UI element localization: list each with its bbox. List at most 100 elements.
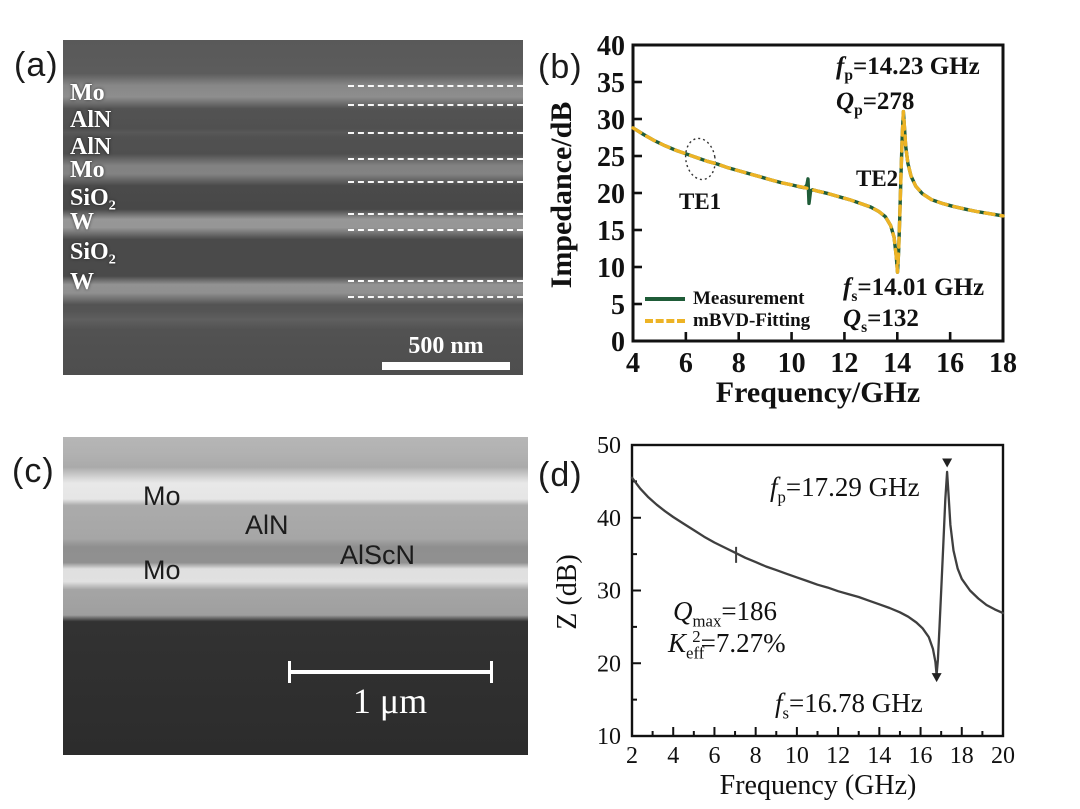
fp-symbol: f xyxy=(770,472,778,502)
fp-value: =17.29 GHz xyxy=(785,472,920,502)
x-tick-label: 8 xyxy=(750,743,762,769)
highlight-ellipse xyxy=(684,137,716,181)
x-tick-label: 12 xyxy=(826,743,850,769)
y-tick-label: 35 xyxy=(597,68,625,99)
y-tick-label: 25 xyxy=(597,142,625,173)
scale-bar-c xyxy=(288,670,493,674)
layer-boundary-dashed-line xyxy=(348,104,523,106)
layer-boundary-dashed-line xyxy=(348,296,523,298)
x-tick-label: 8 xyxy=(732,348,746,379)
x-tick-label: 4 xyxy=(626,348,640,379)
layer-label-w: W xyxy=(70,209,94,235)
panel-letter-c: (c) xyxy=(12,452,55,490)
layer-boundary-dashed-line xyxy=(348,280,523,282)
panel-letter-b: (b) xyxy=(538,48,583,86)
x-tick-label: 16 xyxy=(936,348,964,379)
x-tick-label: 14 xyxy=(883,348,911,379)
annotation-fs-b: fs=14.01 GHz xyxy=(843,274,984,306)
chart-d-yaxis-title: Z (dB) xyxy=(552,554,583,630)
legend-row-fitting: mBVD-Fitting xyxy=(645,310,810,332)
annotation-qp-b: Qp=278 xyxy=(836,88,914,120)
panel-letter-a: (a) xyxy=(14,46,59,84)
fs-subscript: s xyxy=(782,703,790,723)
x-tick-label: 16 xyxy=(909,743,933,769)
layer-label-aln: AlN xyxy=(245,510,289,540)
annotation-keff: Keff2=7.27% xyxy=(668,627,786,663)
x-tick-label: 6 xyxy=(679,348,693,379)
fs-symbol: f xyxy=(843,274,852,301)
scale-bar-c-label: 1 μm xyxy=(352,681,428,721)
annotation-qmax: Qmax=186 xyxy=(673,596,777,631)
fp-subscript: p xyxy=(844,67,853,84)
te2-label: TE2 xyxy=(856,166,899,191)
keff-symbol: K xyxy=(668,628,687,658)
y-tick-label: 20 xyxy=(597,179,625,210)
keff-superscript: 2 xyxy=(692,627,701,646)
te1-label: TE1 xyxy=(679,189,722,214)
x-tick-label: 6 xyxy=(708,743,720,769)
layer-label-aln: AlN xyxy=(70,134,112,160)
y-tick-label: 10 xyxy=(597,724,621,750)
x-tick-label: 2 xyxy=(626,743,638,769)
layer-boundary-dashed-line xyxy=(348,85,523,87)
scale-bar-c-endcap xyxy=(288,661,291,683)
layer-boundary-dashed-line xyxy=(348,181,523,183)
y-tick-label: 15 xyxy=(597,216,625,247)
qmax-symbol: Q xyxy=(673,596,693,626)
x-tick-label: 12 xyxy=(830,348,858,379)
measurement-legend-label: Measurement xyxy=(693,288,805,309)
layer-label-mo: Mo xyxy=(70,157,105,183)
fs-value: =14.01 GHz xyxy=(857,274,985,301)
triangle-down-marker xyxy=(942,458,953,468)
qs-subscript: s xyxy=(861,319,868,336)
layer-label-w: W xyxy=(70,269,94,295)
layer-label-alscn: AlScN xyxy=(340,540,416,570)
x-tick-label: 18 xyxy=(989,348,1017,379)
sem-image-a xyxy=(63,40,523,375)
qp-subscript: p xyxy=(854,102,863,119)
y-tick-label: 40 xyxy=(597,506,621,532)
layer-label-sio: SiO₂ xyxy=(70,239,116,265)
x-tick-label: 14 xyxy=(867,743,891,769)
qp-value: =278 xyxy=(862,88,915,115)
x-tick-label: 20 xyxy=(991,743,1015,769)
fs-symbol: f xyxy=(775,688,783,718)
scale-bar-a xyxy=(382,362,510,370)
annotation-fp-b: fp=14.23 GHz xyxy=(836,53,980,85)
x-tick-label: 10 xyxy=(778,348,806,379)
qs-value: =132 xyxy=(867,305,919,332)
annotation-fs-d: fs=16.78 GHz xyxy=(775,688,923,723)
x-tick-label: 18 xyxy=(950,743,974,769)
layer-label-aln: AlN xyxy=(70,107,112,133)
chart-b-legend: Measurement mBVD-Fitting xyxy=(645,288,810,332)
triangle-down-marker xyxy=(931,673,942,683)
chart-b-yaxis-title: Impedance/dB xyxy=(545,101,578,289)
layer-label-mo: Mo xyxy=(70,80,105,106)
y-tick-label: 50 xyxy=(597,433,621,459)
y-tick-label: 40 xyxy=(597,31,625,62)
layer-label-mo: Mo xyxy=(143,481,181,511)
legend-row-measurement: Measurement xyxy=(645,288,810,310)
y-tick-label: 30 xyxy=(597,579,621,605)
x-tick-label: 4 xyxy=(667,743,679,769)
keff-subscript: eff xyxy=(686,643,705,663)
sem-image-c xyxy=(63,437,528,755)
scale-bar-c-endcap xyxy=(490,661,493,683)
qmax-value: =186 xyxy=(721,596,778,626)
layer-boundary-dashed-line xyxy=(348,158,523,160)
y-tick-label: 5 xyxy=(611,290,625,321)
fitting-line-swatch xyxy=(645,319,685,323)
fs-value: =16.78 GHz xyxy=(789,688,923,718)
qmax-subscript: max xyxy=(692,611,722,631)
chart-d-xaxis-title: Frequency (GHz) xyxy=(719,770,917,801)
annotation-te2: TE2 xyxy=(856,166,898,192)
qs-symbol: Q xyxy=(843,305,862,332)
y-tick-label: 30 xyxy=(597,105,625,136)
layer-label-sio: SiO₂ xyxy=(70,185,116,211)
y-tick-label: 0 xyxy=(611,327,625,358)
keff-value: =7.27% xyxy=(700,628,786,658)
y-tick-label: 20 xyxy=(597,651,621,677)
annotation-fp-d: fp=17.29 GHz xyxy=(770,472,920,507)
layer-boundary-dashed-line xyxy=(348,132,523,134)
